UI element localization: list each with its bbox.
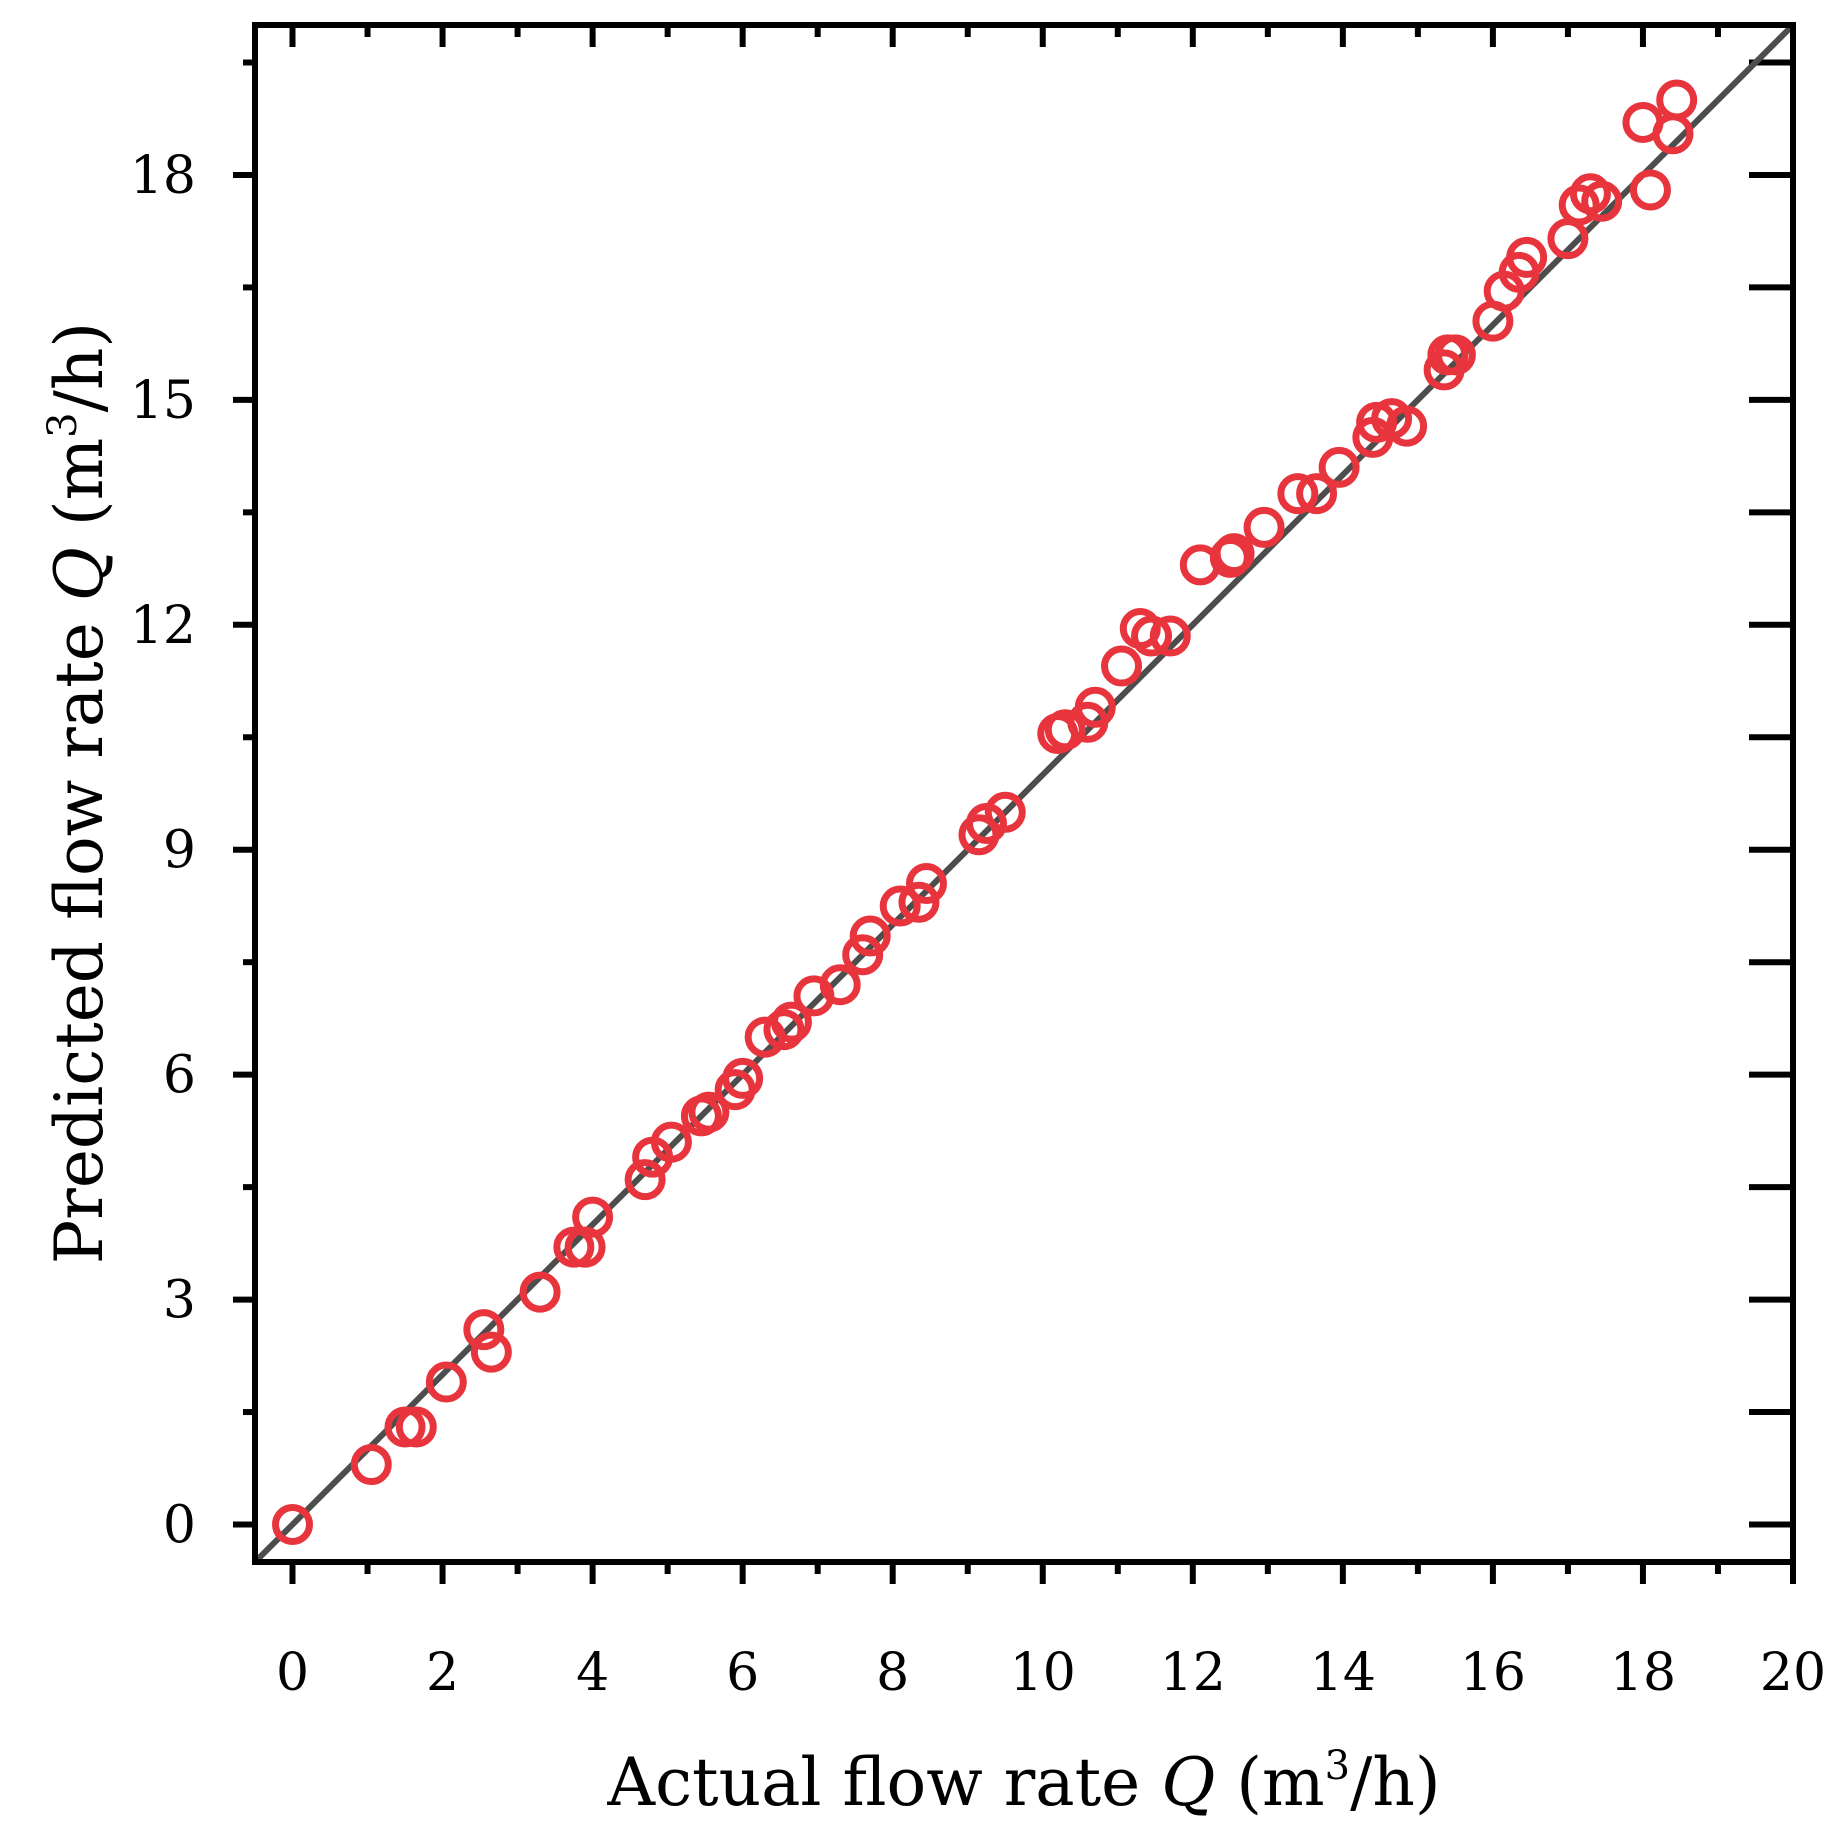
data-point (350, 1444, 392, 1486)
x-tick-label: 8 (876, 1643, 909, 1703)
data-point (395, 1406, 437, 1448)
data-point (1434, 334, 1476, 376)
data-point (1581, 180, 1623, 222)
data-point (770, 1001, 812, 1043)
data-point (519, 1271, 561, 1313)
x-tick-label: 2 (426, 1643, 459, 1703)
data-point (1101, 645, 1143, 687)
x-axis-tick-labels: 0 2 4 6 8 10 12 14 16 18 20 (276, 1643, 1826, 1703)
data-point (1277, 473, 1319, 515)
data-point (842, 934, 884, 976)
y-tick-label: 6 (163, 1046, 196, 1106)
y-tick-label: 18 (130, 146, 196, 206)
data-point (1656, 79, 1698, 121)
data-point (1386, 405, 1428, 447)
data-point (1044, 709, 1086, 751)
data-point (763, 1009, 805, 1051)
y-axis-tick-labels: 0 3 6 9 12 15 18 (130, 146, 196, 1556)
x-tick-label: 6 (726, 1643, 759, 1703)
data-point (572, 1196, 614, 1238)
x-axis-title: Actual flow rate Q (m3/h) (606, 1743, 1440, 1821)
x-tick-label: 18 (1610, 1643, 1676, 1703)
x-tick-label: 4 (576, 1643, 609, 1703)
data-point (1296, 473, 1338, 515)
data-point (722, 1057, 764, 1099)
plot-frame (252, 22, 1796, 1565)
data-point (898, 881, 940, 923)
data-point (425, 1361, 467, 1403)
data-point (1243, 506, 1285, 548)
data-point (1629, 169, 1671, 211)
data-point (463, 1309, 505, 1351)
data-point (879, 885, 921, 927)
data-point (984, 791, 1026, 833)
data-point (1149, 615, 1191, 657)
data-point (1558, 184, 1600, 226)
data-points (272, 79, 1698, 1546)
x-tick-label: 14 (1310, 1643, 1376, 1703)
x-tick-label: 10 (1010, 1643, 1076, 1703)
x-tick-label: 20 (1760, 1643, 1826, 1703)
y-tick-label: 15 (130, 371, 196, 431)
x-tick-label: 12 (1160, 1643, 1226, 1703)
data-point (819, 964, 861, 1006)
x-tick-label: 16 (1460, 1643, 1526, 1703)
data-point (272, 1504, 314, 1546)
data-point (650, 1121, 692, 1163)
y-tick-label: 12 (130, 596, 196, 656)
y-axis-title: Predicted flow rate Q (m3/h) (40, 322, 118, 1264)
axis-ticks (233, 25, 1796, 1584)
data-point (470, 1331, 512, 1373)
data-point (1213, 533, 1255, 575)
data-point (624, 1159, 666, 1201)
data-point (905, 862, 947, 904)
x-tick-label: 0 (276, 1643, 309, 1703)
data-point (1318, 446, 1360, 488)
y-tick-label: 9 (163, 821, 196, 881)
data-point (1131, 615, 1173, 657)
data-point (688, 1091, 730, 1133)
data-point (849, 915, 891, 957)
y-tick-label: 3 (163, 1271, 196, 1331)
y-tick-label: 0 (163, 1496, 196, 1556)
data-point (1074, 686, 1116, 728)
data-point (1506, 236, 1548, 278)
